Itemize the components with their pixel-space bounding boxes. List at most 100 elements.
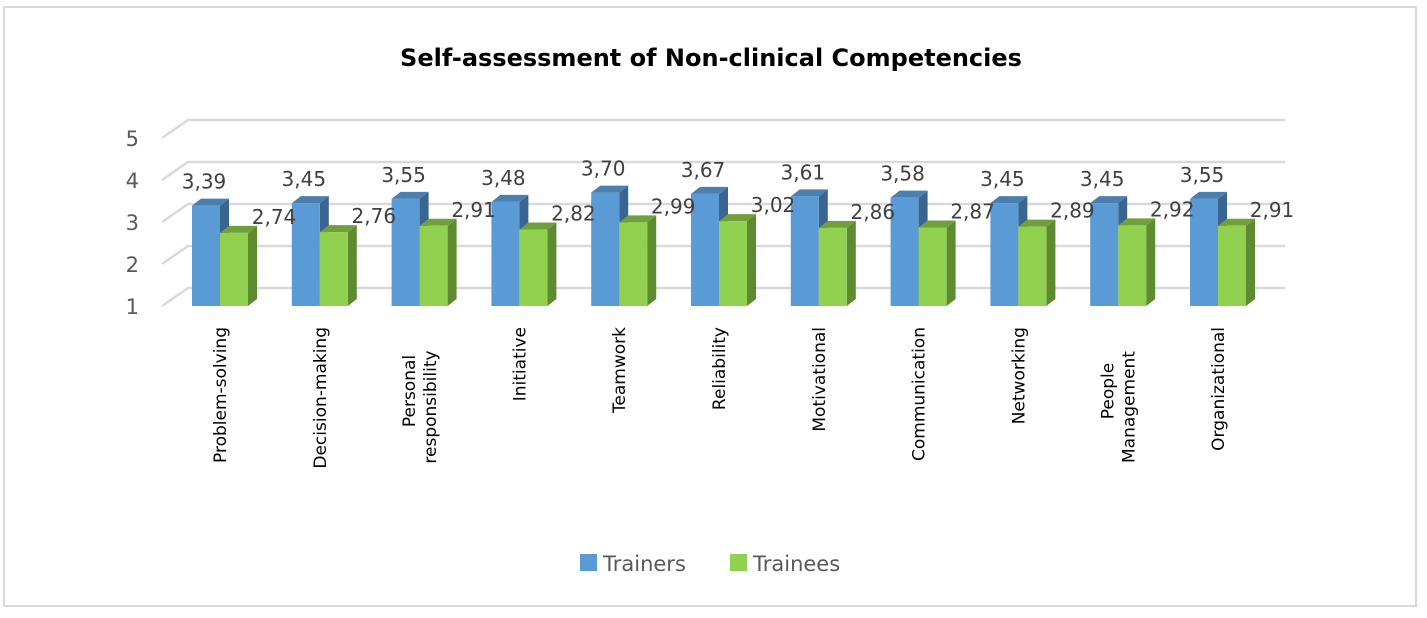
bar-top-face bbox=[619, 215, 657, 223]
bar-front-face bbox=[591, 192, 620, 306]
bar-front-face bbox=[419, 225, 448, 306]
bar-trainees bbox=[1218, 218, 1255, 306]
data-label-trainers: 3,45 bbox=[980, 167, 1025, 191]
bar-side-face bbox=[1046, 219, 1056, 306]
bar-side-face bbox=[447, 218, 457, 306]
bar-trainees bbox=[419, 218, 457, 306]
bar-top-face bbox=[319, 225, 357, 233]
data-label-trainers: 3,39 bbox=[182, 170, 227, 194]
legend-label-trainers: Trainers bbox=[602, 552, 686, 576]
bar-front-face bbox=[619, 222, 648, 306]
bar-top-face bbox=[990, 196, 1028, 204]
data-label-trainees: 3,02 bbox=[751, 193, 796, 217]
category-label: Motivational bbox=[810, 327, 830, 432]
legend-swatch-trainers bbox=[580, 554, 597, 571]
category-label: Communication bbox=[910, 327, 930, 461]
bar-trainees bbox=[519, 222, 557, 306]
bar-top-face bbox=[1190, 191, 1227, 199]
bar-side-face bbox=[747, 214, 756, 306]
legend-label-trainees: Trainees bbox=[752, 552, 840, 576]
data-label-trainees: 2,86 bbox=[851, 200, 896, 224]
bar-top-face bbox=[918, 220, 956, 228]
bar-top-face bbox=[192, 198, 229, 206]
bar-top-face bbox=[491, 194, 529, 202]
bar-trainees bbox=[719, 214, 756, 306]
bar-front-face bbox=[192, 205, 220, 306]
bar-trainees bbox=[1118, 218, 1156, 306]
bar-top-face bbox=[1018, 219, 1056, 227]
category-labels: Problem-solving Decision-making Personal re… bbox=[211, 327, 1229, 469]
bar-front-face bbox=[1018, 226, 1047, 306]
data-label-trainees: 2,92 bbox=[1150, 197, 1195, 221]
bar-front-face bbox=[1218, 225, 1246, 306]
bar-side-face bbox=[1146, 218, 1156, 306]
bar-side-face bbox=[248, 225, 257, 306]
bar-trainees bbox=[220, 225, 257, 306]
bar-front-face bbox=[790, 196, 819, 306]
bar-top-face bbox=[291, 196, 329, 204]
bar-side-face bbox=[547, 222, 557, 306]
category-label: People bbox=[1099, 363, 1119, 419]
category-label: Organizational bbox=[1209, 327, 1229, 451]
bar-side-face bbox=[1246, 218, 1255, 306]
chart-title: Self-assessment of Non-clinical Competen… bbox=[400, 44, 1022, 72]
gridline bbox=[161, 118, 1285, 140]
gridline bbox=[161, 160, 1285, 182]
data-label-trainees: 2,91 bbox=[1250, 198, 1295, 222]
bar-front-face bbox=[818, 227, 847, 306]
y-tick-label: 3 bbox=[126, 211, 139, 235]
bar-front-face bbox=[491, 201, 520, 306]
bar-front-face bbox=[1190, 198, 1218, 306]
bar-front-face bbox=[391, 198, 420, 306]
data-label-trainees: 2,76 bbox=[352, 204, 397, 228]
bar-top-face bbox=[1218, 218, 1255, 226]
bar-side-face bbox=[846, 220, 856, 306]
bars bbox=[192, 185, 1255, 306]
data-label-trainees: 2,91 bbox=[451, 198, 496, 222]
bar-trainees bbox=[918, 220, 956, 306]
y-tick-label: 2 bbox=[126, 253, 139, 277]
category-label: Decision-making bbox=[311, 327, 331, 469]
data-label-trainers: 3,45 bbox=[282, 167, 327, 191]
bar-front-face bbox=[990, 203, 1019, 306]
bar-front-face bbox=[519, 229, 548, 306]
data-label-trainers: 3,55 bbox=[381, 163, 426, 187]
bar-trainees bbox=[818, 220, 856, 306]
bar-trainees bbox=[619, 215, 657, 306]
bar-front-face bbox=[1118, 225, 1147, 306]
y-tick-label: 1 bbox=[126, 295, 139, 319]
bar-front-face bbox=[319, 232, 348, 306]
bar-front-face bbox=[220, 232, 248, 306]
data-label-trainees: 2,74 bbox=[252, 205, 297, 229]
bar-top-face bbox=[419, 218, 457, 226]
y-tick-label: 4 bbox=[126, 169, 139, 193]
bar-trainees bbox=[1018, 219, 1056, 306]
bar-top-face bbox=[818, 220, 856, 228]
data-label-trainees: 2,99 bbox=[651, 194, 696, 218]
bar-front-face bbox=[719, 221, 747, 306]
data-label-trainers: 3,70 bbox=[581, 157, 626, 181]
bar-front-face bbox=[918, 227, 947, 306]
bar-side-face bbox=[647, 215, 657, 306]
bar-side-face bbox=[946, 220, 956, 306]
bar-top-face bbox=[691, 186, 728, 194]
bar-top-face bbox=[1090, 196, 1128, 204]
y-axis-ticks: 1 2 3 4 5 bbox=[126, 127, 139, 319]
bar-side-face bbox=[347, 225, 357, 306]
legend: Trainers Trainees bbox=[580, 552, 840, 576]
category-label: Reliability bbox=[710, 327, 730, 410]
bar-top-face bbox=[1118, 218, 1156, 226]
bar-front-face bbox=[291, 203, 320, 306]
category-label: Initiative bbox=[510, 327, 530, 401]
bar-top-face bbox=[890, 190, 928, 198]
category-label: Teamwork bbox=[610, 327, 630, 414]
y-tick-label: 5 bbox=[126, 127, 139, 151]
bar-top-face bbox=[719, 214, 756, 222]
data-labels: 3,39 2,74 3,45 2,76 3,55 2,91 3,48 2,82 3,70 2,99… bbox=[182, 157, 1295, 229]
bar-trainees bbox=[319, 225, 357, 306]
bar-top-face bbox=[519, 222, 557, 230]
data-label-trainees: 2,87 bbox=[950, 199, 995, 223]
bar-top-face bbox=[591, 185, 629, 193]
bar-front-face bbox=[890, 197, 919, 306]
